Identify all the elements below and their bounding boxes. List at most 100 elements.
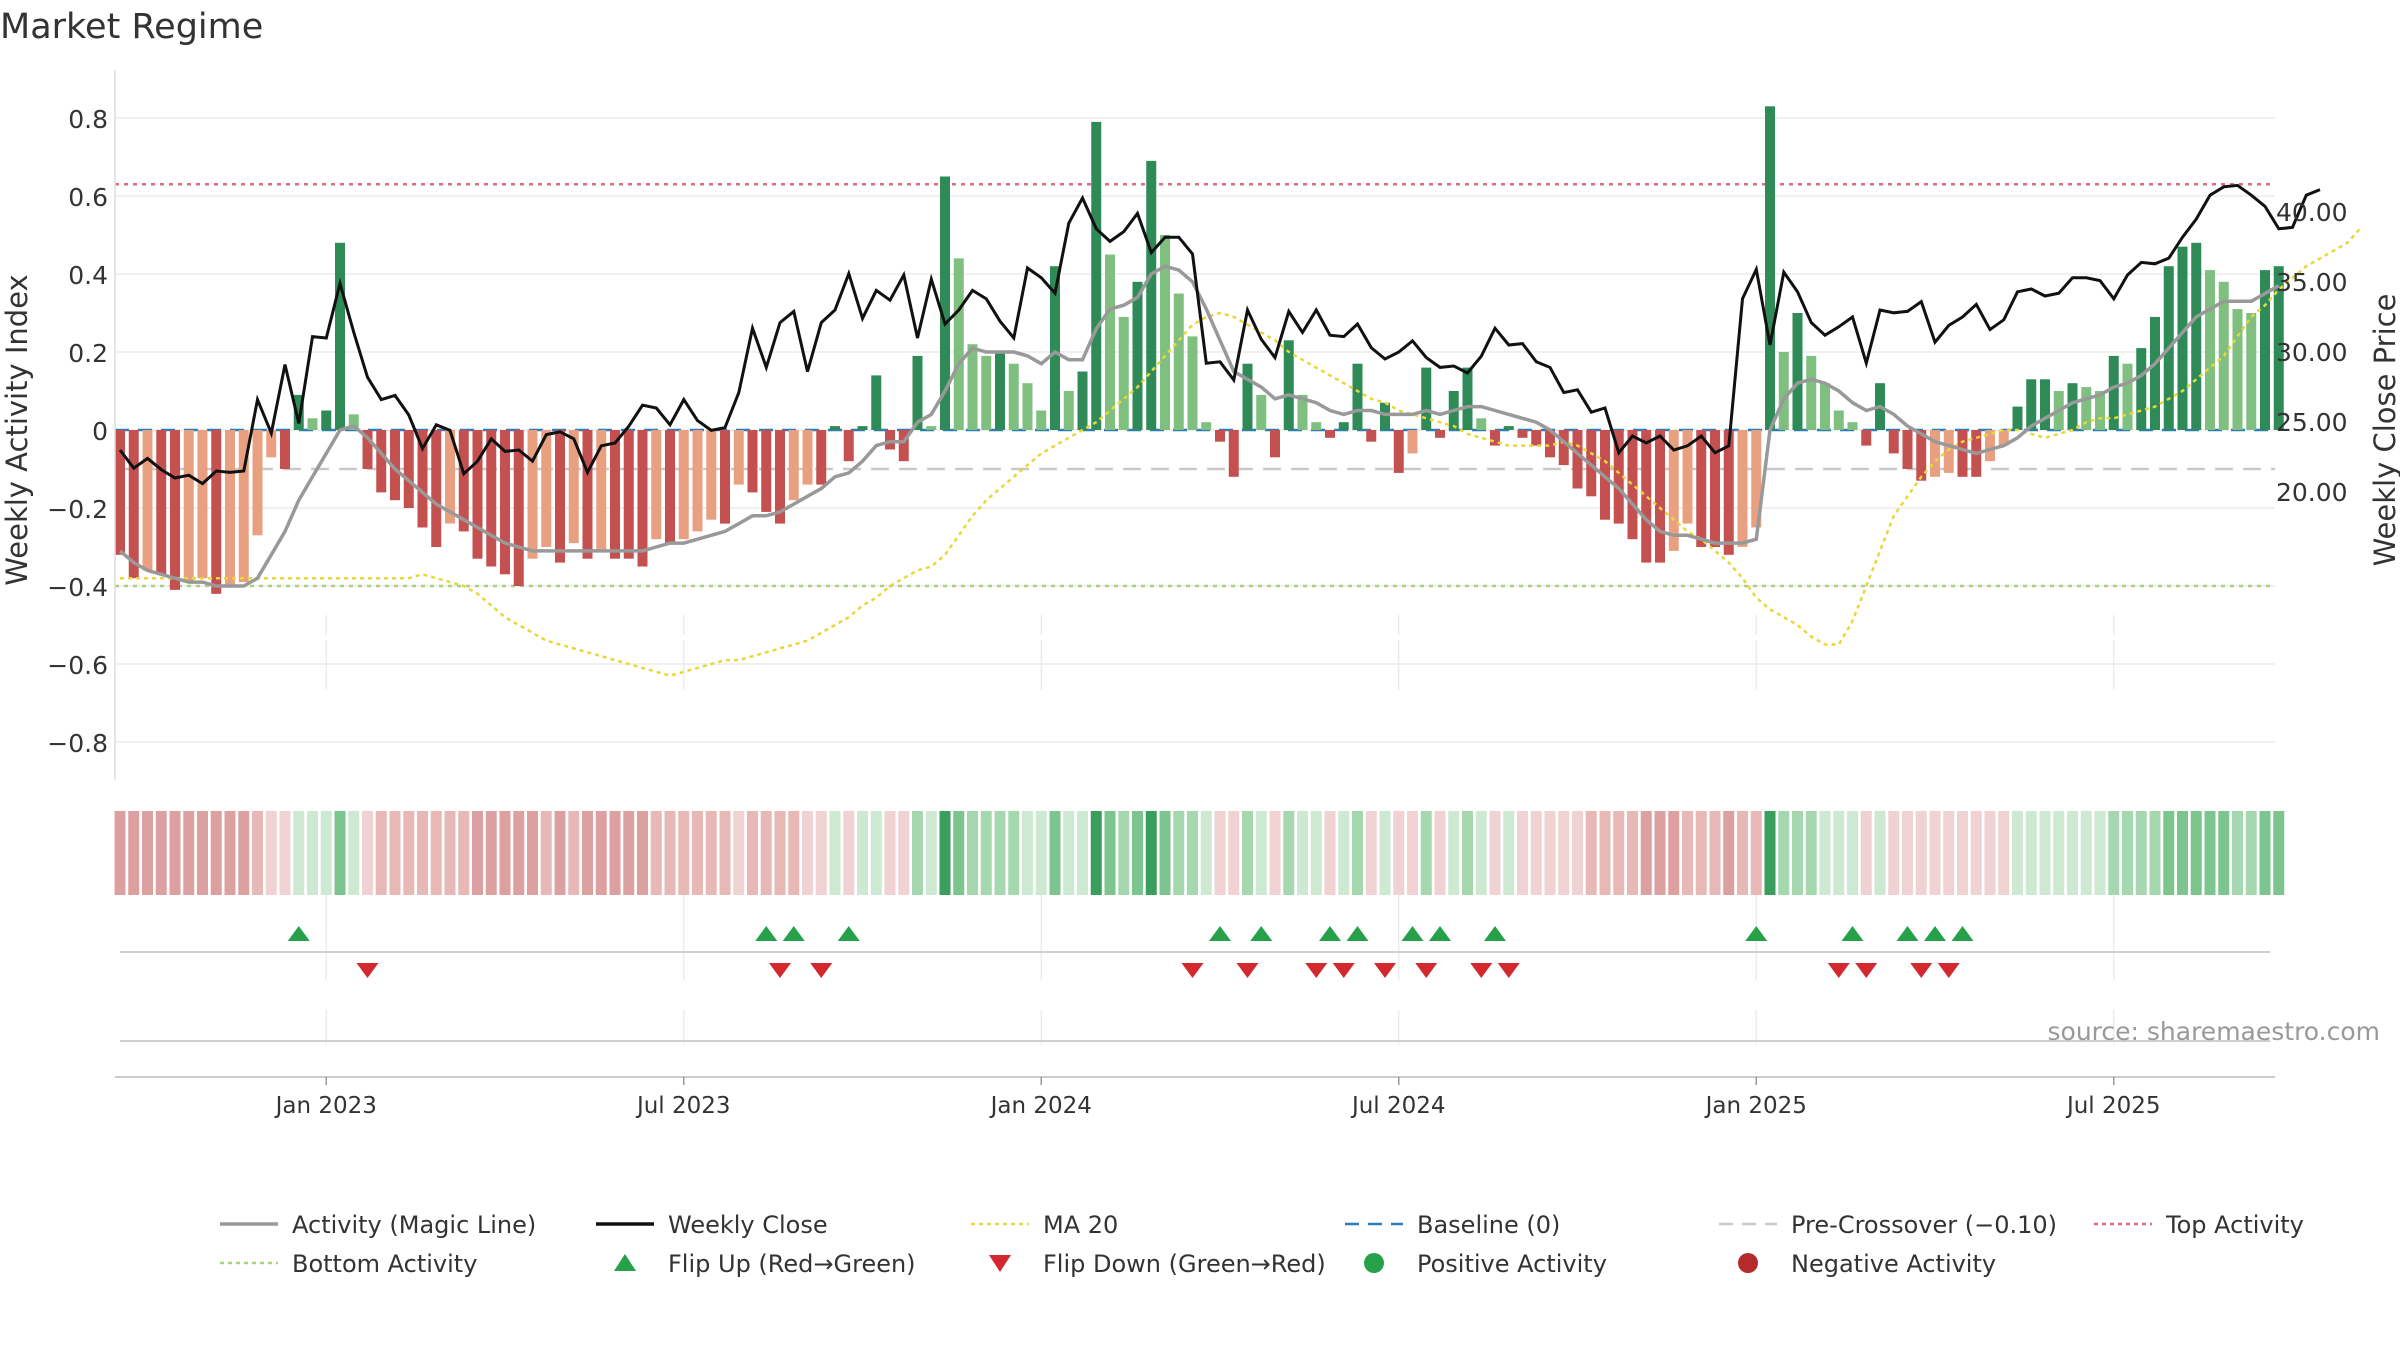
activity-bar [376,430,387,493]
regime-strip-cell [623,811,635,895]
regime-strip-cell [444,811,456,895]
regime-strip-cell [2025,811,2037,895]
regime-strip-cell [1819,811,1831,895]
regime-strip-cell [1695,811,1707,895]
legend-label: Bottom Activity [292,1250,477,1278]
activity-bar [1985,430,1995,462]
activity-bar [747,430,758,493]
legend-item: Pre-Crossover (−0.10) [1719,1211,2057,1239]
activity-bar [527,430,538,559]
regime-strip-cell [1379,811,1391,895]
y-axis-left-label: Weekly Activity Index [0,274,34,585]
regime-strip-cell [1118,811,1130,895]
flip-up-marker [1250,926,1273,941]
activity-bar [2273,266,2284,430]
x-tick-label: Jul 2025 [2065,1093,2161,1119]
flip-down-marker [1181,963,1204,978]
regime-strip-cell [1283,811,1295,895]
activity-bar [775,430,785,524]
activity-bar [1517,430,1528,438]
legend-item: Positive Activity [1364,1250,1607,1278]
legend-swatch [1364,1253,1384,1273]
activity-bar [156,430,167,575]
activity-bar [238,430,249,583]
legend-swatch [1738,1253,1758,1273]
activity-bar [1861,430,1872,446]
regime-strip-cell [197,811,208,895]
regime-strip-cell [1668,811,1680,895]
legend-item: Bottom Activity [220,1250,477,1278]
y-left-tick-label: 0.2 [68,339,108,368]
regime-strip-cell [362,811,373,895]
activity-bar [1806,355,1817,430]
flip-up-marker [1841,926,1864,941]
regime-strip-cell [2163,811,2175,895]
activity-bar [1393,430,1404,473]
activity-bar [390,430,400,501]
activity-bar [637,430,648,567]
activity-bar [1036,410,1047,430]
regime-strip-cell [2259,811,2271,895]
regime-strip-cell [513,811,525,895]
regime-strip-cell [1984,811,1996,895]
y-right-tick-label: 20.00 [2276,478,2348,507]
regime-strip-cell [1943,811,1955,895]
regime-strip-cell [1159,811,1171,895]
activity-bar [1146,160,1157,430]
activity-bar [183,430,194,583]
regime-strip-cell [1847,811,1858,895]
regime-strip-cell [114,811,126,895]
regime-strip-cell [857,811,868,895]
activity-bar [1283,340,1294,430]
regime-strip-cell [1049,811,1061,895]
x-tick-label: Jan 2025 [1704,1093,1807,1119]
activity-bar [2122,363,2133,430]
regime-strip-cell [1544,811,1556,895]
legend-label: Flip Up (Red→Green) [668,1250,916,1278]
activity-bar [1888,430,1899,454]
regime-strip-cell [2108,811,2120,895]
regime-strip-cell [637,811,648,895]
regime-strip-cell [499,811,511,895]
regime-strip-cell [1269,811,1281,895]
regime-strip-cell [1792,811,1803,895]
activity-bar [995,352,1005,430]
regime-strip-cell [788,811,800,895]
legend-label: Negative Activity [1791,1250,1996,1278]
regime-strip-cell [1420,811,1432,895]
activity-bar [733,430,744,485]
activity-bar [1765,106,1775,431]
ma20-line [120,226,2363,677]
activity-bar [1916,430,1927,481]
regime-strip-cell [279,811,291,895]
legend-swatch [989,1255,1011,1272]
activity-bar [403,430,414,508]
regime-strip-cell [554,811,566,895]
activity-bar [1503,426,1514,430]
legend-item: Top Activity [2094,1211,2304,1239]
regime-strip-cell [953,811,965,895]
activity-bar [843,430,854,462]
activity-bar [857,426,868,430]
regime-strip-cell [2149,811,2161,895]
flip-down-marker [810,963,833,978]
regime-strip-cell [815,811,827,895]
activity-bar [2067,383,2078,430]
legend-label: Flip Down (Green→Red) [1043,1250,1326,1278]
regime-strip-cell [527,811,538,895]
activity-bar [335,242,345,430]
activity-bar [348,414,359,430]
legend-item: Negative Activity [1738,1250,1996,1278]
activity-bar [362,430,373,469]
regime-strip-cell [870,811,882,895]
activity-bar [1242,363,1253,430]
regime-strip-cell [802,811,813,895]
flip-up-marker [1209,926,1231,941]
activity-bar [1545,430,1555,458]
activity-bar [1627,430,1638,540]
regime-strip-cell [1035,811,1047,895]
regime-strip-cell [843,811,855,895]
legend-label: Pre-Crossover (−0.10) [1791,1211,2057,1239]
flip-up-marker [1319,926,1341,941]
